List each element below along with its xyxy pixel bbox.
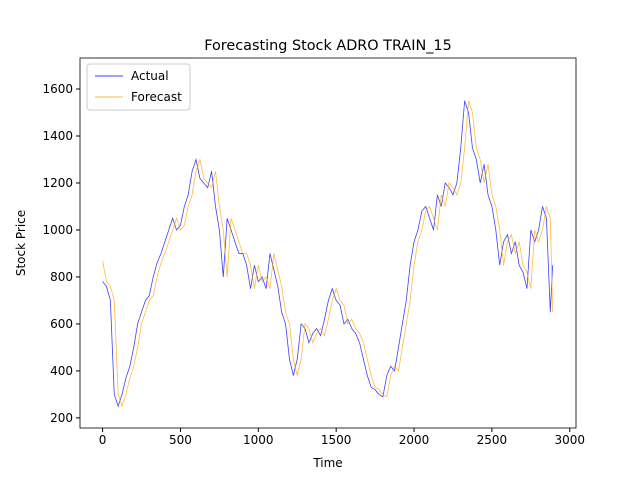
y-tick-label: 1600 bbox=[42, 82, 73, 96]
x-tick-label: 0 bbox=[99, 433, 107, 447]
y-tick-label: 1200 bbox=[42, 176, 73, 190]
legend-label: Forecast bbox=[131, 90, 182, 104]
chart-title: Forecasting Stock ADRO TRAIN_15 bbox=[204, 38, 452, 54]
x-tick-label: 1000 bbox=[243, 433, 274, 447]
y-tick-label: 1400 bbox=[42, 129, 73, 143]
x-tick-label: 2500 bbox=[477, 433, 508, 447]
plot-frame bbox=[79, 57, 577, 429]
y-tick-label: 1000 bbox=[42, 223, 73, 237]
x-tick-label: 2000 bbox=[399, 433, 430, 447]
y-tick-label: 800 bbox=[50, 270, 73, 284]
x-tick-label: 500 bbox=[169, 433, 192, 447]
x-axis-label: Time bbox=[312, 456, 342, 470]
legend-label: Actual bbox=[131, 69, 169, 83]
series-line bbox=[102, 100, 554, 408]
series-line bbox=[102, 100, 554, 408]
x-tick-label: 3000 bbox=[554, 433, 585, 447]
y-axis-label: Stock Price bbox=[14, 210, 28, 276]
y-tick-label: 200 bbox=[50, 411, 73, 425]
legend-box bbox=[86, 63, 191, 111]
y-tick-label: 600 bbox=[50, 317, 73, 331]
y-tick-label: 400 bbox=[50, 364, 73, 378]
x-tick-label: 1500 bbox=[321, 433, 352, 447]
